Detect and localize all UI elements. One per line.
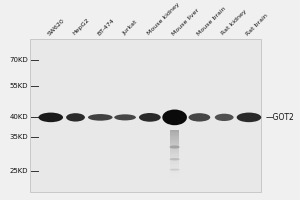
- FancyBboxPatch shape: [170, 148, 179, 149]
- Text: Mouse liver: Mouse liver: [171, 7, 200, 36]
- FancyBboxPatch shape: [170, 144, 179, 145]
- Text: —GOT2: —GOT2: [266, 113, 295, 122]
- FancyBboxPatch shape: [170, 147, 179, 148]
- Ellipse shape: [88, 114, 112, 121]
- FancyBboxPatch shape: [170, 140, 179, 141]
- Text: 35KD: 35KD: [10, 134, 28, 140]
- Text: BT-474: BT-474: [97, 17, 116, 36]
- Ellipse shape: [114, 114, 136, 120]
- FancyBboxPatch shape: [170, 153, 179, 154]
- FancyBboxPatch shape: [170, 145, 179, 147]
- Text: Mouse brain: Mouse brain: [196, 5, 227, 36]
- FancyBboxPatch shape: [170, 141, 179, 143]
- FancyBboxPatch shape: [170, 160, 179, 161]
- FancyBboxPatch shape: [170, 157, 179, 158]
- Text: HepG2: HepG2: [72, 18, 91, 36]
- FancyBboxPatch shape: [30, 39, 261, 192]
- FancyBboxPatch shape: [170, 149, 179, 150]
- FancyBboxPatch shape: [170, 130, 179, 131]
- Ellipse shape: [139, 113, 161, 122]
- FancyBboxPatch shape: [170, 152, 179, 153]
- Ellipse shape: [66, 113, 85, 122]
- Text: Jurkat: Jurkat: [122, 20, 138, 36]
- Ellipse shape: [169, 169, 180, 171]
- FancyBboxPatch shape: [170, 154, 179, 156]
- Text: 40KD: 40KD: [10, 114, 28, 120]
- Text: Rat brain: Rat brain: [245, 12, 269, 36]
- FancyBboxPatch shape: [170, 143, 179, 144]
- Text: 70KD: 70KD: [10, 57, 28, 63]
- Text: 25KD: 25KD: [10, 168, 28, 174]
- Ellipse shape: [38, 113, 63, 122]
- Text: SW620: SW620: [47, 17, 66, 36]
- Ellipse shape: [188, 113, 210, 122]
- FancyBboxPatch shape: [170, 132, 179, 133]
- Ellipse shape: [169, 145, 180, 149]
- FancyBboxPatch shape: [170, 136, 179, 137]
- FancyBboxPatch shape: [170, 131, 179, 132]
- Ellipse shape: [215, 114, 234, 121]
- FancyBboxPatch shape: [170, 133, 179, 135]
- FancyBboxPatch shape: [170, 135, 179, 136]
- FancyBboxPatch shape: [170, 139, 179, 140]
- Text: 55KD: 55KD: [10, 83, 28, 89]
- FancyBboxPatch shape: [170, 137, 179, 139]
- FancyBboxPatch shape: [170, 158, 179, 160]
- FancyBboxPatch shape: [170, 150, 179, 152]
- Ellipse shape: [169, 158, 180, 160]
- FancyBboxPatch shape: [170, 156, 179, 157]
- Ellipse shape: [237, 113, 261, 122]
- Ellipse shape: [162, 110, 187, 125]
- Text: Mouse kidney: Mouse kidney: [146, 2, 181, 36]
- Text: Rat kidney: Rat kidney: [221, 9, 248, 36]
